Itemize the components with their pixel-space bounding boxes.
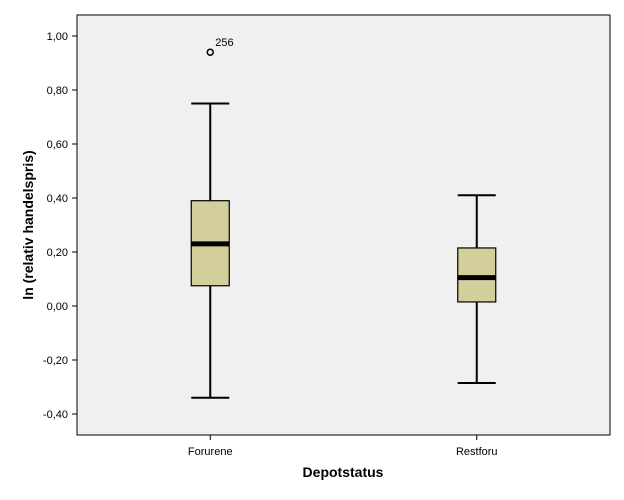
y-tick-label: 1,00 [47, 31, 68, 43]
box-forurene: 256 [190, 37, 234, 399]
y-tick-label: 0,00 [47, 301, 68, 313]
outlier-point [206, 48, 214, 56]
y-axis-title: ln (relativ handelspris) [20, 150, 36, 299]
x-axis: Forurene Restforu [188, 435, 498, 458]
x-axis-title: Depotstatus [303, 464, 384, 480]
y-tick-label: -0,40 [43, 409, 68, 421]
boxes-group: 256 [190, 37, 497, 399]
box-restforu [457, 194, 497, 384]
x-tick-label: Restforu [456, 446, 498, 458]
x-tick-label: Forurene [188, 446, 233, 458]
y-tick-label: -0,20 [43, 355, 68, 367]
plot-area [76, 14, 611, 436]
iqr-box [457, 247, 497, 303]
outlier-label: 256 [215, 37, 233, 49]
y-tick-label: 0,60 [47, 139, 68, 151]
y-tick-label: 0,40 [47, 193, 68, 205]
y-axis: -0,40 -0,20 0,00 0,20 0,40 0,60 0,80 1,00 [43, 31, 77, 421]
y-tick-label: 0,20 [47, 247, 68, 259]
y-tick-label: 0,80 [47, 85, 68, 97]
